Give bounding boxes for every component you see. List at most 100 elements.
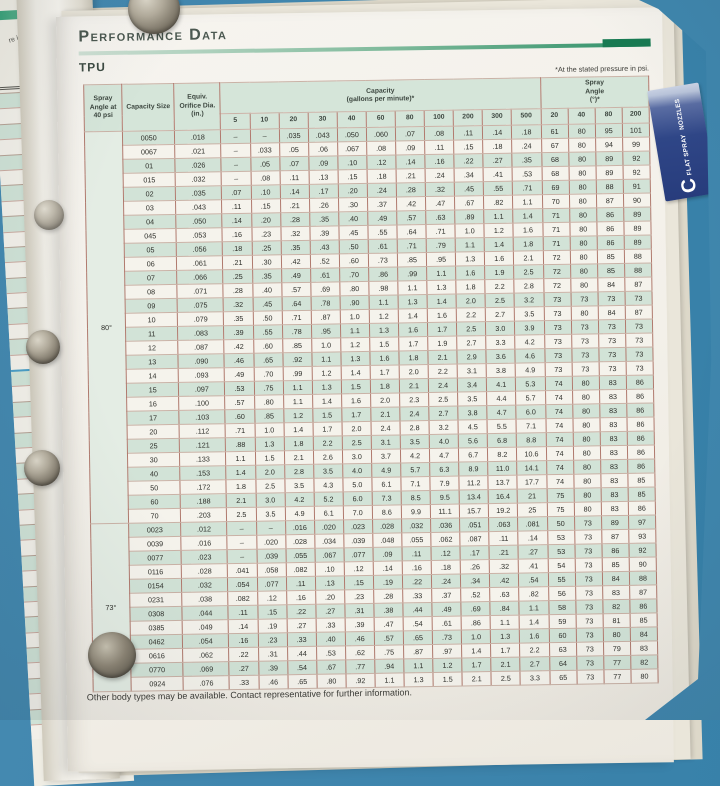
capacity-cell: 3.3: [485, 335, 516, 350]
capacity-cell: 4.7: [429, 448, 459, 463]
angle-cell: 73: [574, 515, 602, 531]
angle-cell: 92: [622, 164, 651, 180]
capacity-cell: .23: [344, 589, 374, 604]
orifice-cell: .053: [176, 227, 223, 243]
angle-cell: 94: [595, 137, 623, 152]
capacity-cell: 1.1: [490, 615, 520, 630]
angle-pressure-column-header: 20: [540, 108, 569, 125]
angle-cell: 73: [544, 320, 572, 335]
angle-cell: 83: [601, 501, 629, 516]
capacity-cell: .47: [373, 616, 404, 632]
orifice-cell: .038: [181, 591, 229, 607]
angle-cell: 60: [548, 628, 577, 643]
capacity-cell: .67: [454, 195, 484, 211]
capacity-cell: .25: [251, 240, 281, 256]
capacity-cell: 4.3: [313, 477, 343, 493]
title-rule-endcap: [602, 38, 651, 48]
size-cell: 02: [123, 186, 176, 202]
capacity-cell: .21: [280, 198, 310, 213]
capacity-cell: .050: [337, 127, 367, 142]
angle-cell: 61: [540, 124, 569, 139]
capacity-cell: .33: [402, 588, 432, 603]
orifice-cell: .121: [179, 437, 226, 453]
angle-cell: 79: [603, 641, 631, 656]
orifice-cell: .044: [182, 605, 229, 621]
angle-cell: 80: [573, 459, 601, 475]
capacity-cell: 3.1: [371, 434, 401, 450]
capacity-cell: .78: [310, 295, 341, 311]
capacity-cell: .18: [482, 139, 513, 154]
capacity-cell: .12: [257, 590, 287, 606]
capacity-cell: .21: [222, 255, 253, 270]
capacity-cell: .39: [309, 225, 339, 241]
angle-cell: 86: [629, 598, 658, 614]
capacity-cell: .13: [308, 169, 339, 185]
capacity-cell: 2.0: [370, 392, 400, 408]
angle-cell: 90: [628, 556, 657, 572]
angle-cell: 74: [546, 460, 574, 475]
size-cell: 0308: [130, 606, 183, 622]
capacity-cell: 1.2: [283, 408, 313, 423]
angle-cell: 72: [543, 278, 571, 293]
capacity-cell: .24: [431, 574, 461, 589]
capacity-cell: 3.6: [486, 349, 516, 364]
capacity-cell: .54: [403, 616, 433, 631]
pressure-column-header: 40: [336, 111, 367, 128]
capacity-cell: 6.7: [458, 447, 488, 463]
angle-cell: 71: [542, 208, 570, 223]
capacity-cell: .028: [372, 518, 402, 534]
capacity-cell: .22: [453, 153, 484, 169]
angle-cell: 58: [548, 600, 576, 615]
capacity-cell: 1.0: [340, 309, 370, 324]
angle-cell: 73: [571, 361, 600, 377]
capacity-cell: 1.0: [254, 422, 284, 438]
capacity-cell: 1.0: [311, 337, 341, 353]
capacity-cell: .21: [396, 168, 426, 183]
angle-cell: 86: [627, 444, 655, 460]
spray-angle-group-line: (°)*: [589, 96, 600, 104]
capacity-cell: 1.1: [483, 209, 514, 224]
size-cell: 0154: [129, 578, 182, 594]
capacity-cell: .80: [254, 394, 284, 410]
capacity-cell: .55: [367, 224, 398, 240]
capacity-cell: 1.3: [403, 672, 434, 687]
capacity-cell: .46: [258, 674, 288, 690]
capacity-cell: .11: [424, 140, 454, 155]
size-cell: 03: [123, 200, 176, 216]
angle-cell: 80: [568, 123, 596, 139]
binder-ring: [88, 632, 136, 678]
capacity-cell: 1.0: [461, 629, 491, 645]
capacity-cell: 1.4: [283, 422, 313, 437]
capacity-cell: 3.2: [514, 292, 544, 308]
spray-angle-label-cell: 80°: [84, 131, 129, 524]
capacity-cell: .067: [337, 141, 367, 156]
capacity-cell: 1.6: [484, 251, 514, 266]
angle-cell: 89: [601, 515, 629, 530]
capacity-cell: .07: [221, 185, 251, 200]
capacity-cell: 2.8: [399, 420, 430, 435]
size-cell: 13: [126, 354, 179, 370]
capacity-cell: 1.0: [455, 223, 485, 239]
angle-cell: 87: [625, 304, 653, 320]
capacity-cell: 11.1: [430, 504, 460, 519]
capacity-cell: .31: [258, 646, 288, 662]
capacity-cell: 1.8: [513, 236, 543, 252]
capacity-cell: 4.7: [487, 405, 517, 420]
capacity-cell: .13: [315, 575, 345, 591]
capacity-cell: .16: [286, 590, 316, 605]
size-cell: 0385: [130, 620, 183, 636]
orifice-cell: .021: [174, 143, 222, 159]
capacity-cell: .67: [316, 659, 346, 675]
capacity-cell: 11.2: [459, 475, 489, 491]
orifice-cell: .054: [182, 633, 229, 649]
capacity-cell: .32: [425, 182, 455, 197]
angle-cell: 68: [541, 152, 569, 167]
capacity-cell: .23: [251, 226, 281, 242]
capacity-cell: .18: [366, 168, 397, 184]
capacity-cell: .39: [223, 325, 254, 340]
capacity-cell: .33: [315, 617, 346, 633]
angle-cell: 73: [597, 291, 626, 306]
orifice-cell: .026: [175, 157, 222, 173]
capacity-cell: .75: [253, 380, 284, 396]
capacity-cell: .86: [461, 615, 491, 631]
